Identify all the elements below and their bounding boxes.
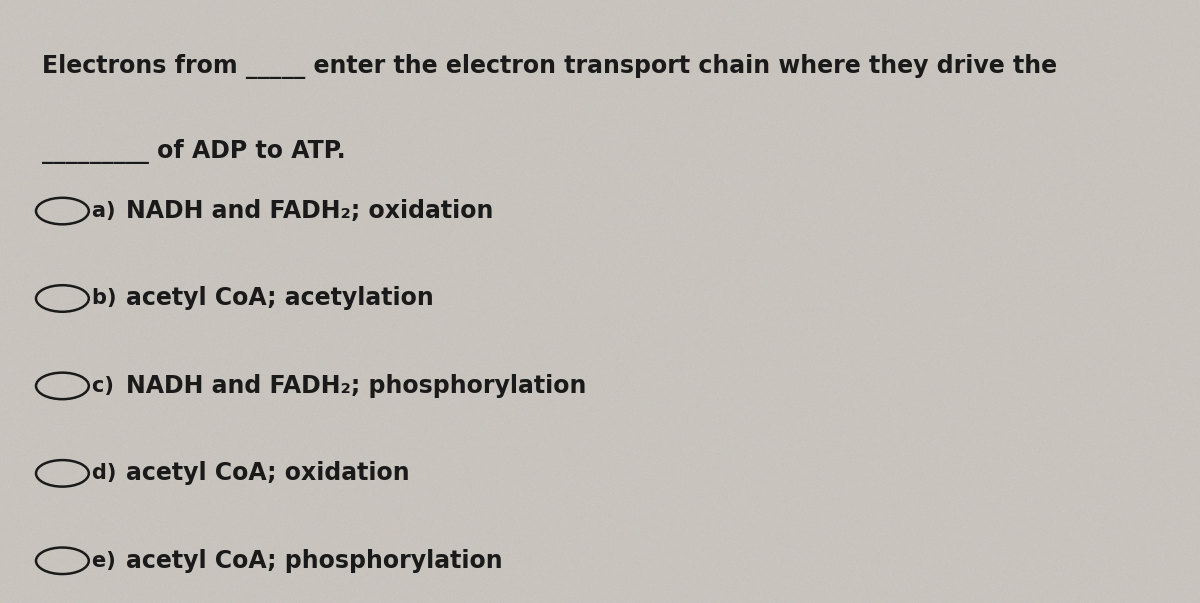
Text: b): b) [92,288,124,309]
Text: Electrons from _____ enter the electron transport chain where they drive the: Electrons from _____ enter the electron … [42,54,1057,79]
Text: acetyl CoA; acetylation: acetyl CoA; acetylation [126,286,433,311]
Text: d): d) [92,463,124,484]
Text: acetyl CoA; oxidation: acetyl CoA; oxidation [126,461,409,485]
Text: c): c) [92,376,121,396]
Text: NADH and FADH₂; phosphorylation: NADH and FADH₂; phosphorylation [126,374,587,398]
Text: _________ of ADP to ATP.: _________ of ADP to ATP. [42,139,346,163]
Text: e): e) [92,551,124,571]
Text: NADH and FADH₂; oxidation: NADH and FADH₂; oxidation [126,199,493,223]
Text: a): a) [92,201,124,221]
Text: acetyl CoA; phosphorylation: acetyl CoA; phosphorylation [126,549,503,573]
